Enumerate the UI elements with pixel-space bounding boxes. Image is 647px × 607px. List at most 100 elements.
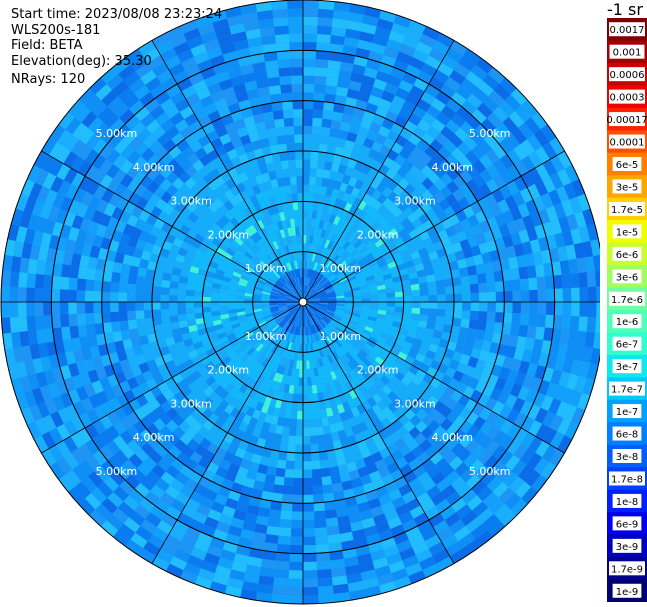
ppi-cell (445, 193, 458, 207)
ppi-cell (223, 325, 233, 333)
ppi-cell (405, 92, 421, 106)
ppi-cell (407, 477, 422, 491)
ppi-cell (409, 505, 425, 519)
ppi-cell (127, 274, 138, 285)
ppi-cell (569, 316, 580, 331)
ppi-cell (181, 505, 197, 519)
ppi-cell (330, 119, 342, 130)
ppi-cell (322, 169, 331, 179)
ppi-cell (295, 234, 300, 244)
ppi-cell (106, 513, 124, 531)
ppi-cell (76, 278, 87, 291)
ppi-cell (255, 331, 264, 339)
ppi-cell (371, 189, 382, 201)
ppi-cell (311, 468, 322, 478)
ppi-cell (502, 209, 515, 224)
ppi-cell (291, 288, 298, 296)
ppi-cell (261, 358, 270, 368)
ppi-cell (121, 402, 135, 417)
ppi-cell (337, 464, 349, 475)
ppi-cell (266, 466, 277, 476)
colorbar-label-box (609, 561, 645, 576)
ppi-cell (60, 392, 74, 408)
ppi-cell (277, 535, 291, 545)
ppi-cell (303, 50, 317, 60)
ppi-cell (357, 126, 370, 138)
ppi-cell (261, 258, 270, 267)
ppi-cell (336, 358, 345, 368)
ppi-cell (483, 330, 494, 343)
ppi-cell (465, 150, 480, 165)
ppi-cell (313, 227, 319, 237)
ppi-cell (313, 502, 325, 512)
ppi-cell (122, 254, 133, 266)
ppi-cell (557, 342, 569, 358)
ppi-cell (372, 34, 389, 47)
ppi-cell (258, 164, 269, 175)
ppi-cell (420, 426, 434, 440)
ppi-cell (312, 393, 319, 403)
ppi-cell (499, 333, 511, 346)
ppi-cell (169, 315, 179, 323)
ppi-cell (333, 215, 341, 226)
ppi-cell (271, 389, 280, 400)
ppi-cell (483, 261, 494, 274)
ppi-cell (291, 402, 298, 411)
ppi-cell (382, 137, 396, 150)
ppi-cell (445, 366, 457, 379)
ppi-cell (440, 464, 455, 479)
ppi-cell (396, 539, 413, 553)
ppi-cell (471, 444, 486, 460)
ppi-cell (99, 377, 112, 391)
ppi-cell (168, 287, 178, 296)
ppi-cell (299, 234, 303, 244)
ppi-cell (220, 549, 236, 562)
ppi-cell (157, 132, 172, 147)
ppi-cell (396, 166, 409, 179)
ppi-cell (518, 266, 529, 280)
ppi-cell (360, 569, 377, 581)
ppi-cell (498, 487, 515, 504)
ppi-cell (181, 145, 195, 159)
ppi-cell (280, 160, 289, 170)
ppi-cell (352, 265, 362, 273)
ppi-cell (292, 100, 303, 110)
ppi-cell (333, 225, 342, 235)
ppi-cell (250, 234, 259, 244)
ppi-cell (318, 400, 326, 410)
ppi-cell (419, 556, 437, 571)
ppi-cell (504, 195, 518, 210)
ppi-cell (293, 308, 299, 317)
ppi-cell (335, 421, 345, 432)
ppi-cell (287, 201, 294, 211)
ppi-cell (259, 260, 268, 269)
ppi-cell (306, 234, 311, 244)
ppi-cell (562, 302, 572, 317)
ppi-cell (112, 80, 129, 97)
ppi-cell (497, 343, 509, 357)
ppi-cell (127, 235, 139, 248)
ppi-cell (336, 455, 347, 467)
ppi-cell (220, 255, 231, 264)
ppi-cell (305, 277, 309, 286)
ppi-cell (244, 292, 254, 297)
ppi-cell (19, 330, 30, 347)
ppi-cell (280, 309, 289, 315)
ppi-cell (211, 356, 222, 367)
ppi-cell (297, 309, 301, 319)
ppi-cell (328, 380, 337, 390)
ppi-cell (321, 118, 332, 129)
ppi-cell (228, 243, 238, 253)
ppi-cell (196, 322, 206, 331)
ppi-cell (224, 329, 235, 337)
ppi-cell (116, 393, 129, 407)
ppi-cell (316, 273, 323, 282)
ppi-cell (213, 343, 224, 353)
ppi-cell (171, 458, 185, 472)
ppi-cell (86, 180, 100, 196)
ppi-cell (51, 314, 62, 329)
ppi-cell (308, 308, 315, 316)
ppi-cell (284, 185, 292, 195)
ppi-cell (264, 60, 279, 71)
start-time: Start time: 2023/08/08 23:23:24 (11, 7, 223, 22)
